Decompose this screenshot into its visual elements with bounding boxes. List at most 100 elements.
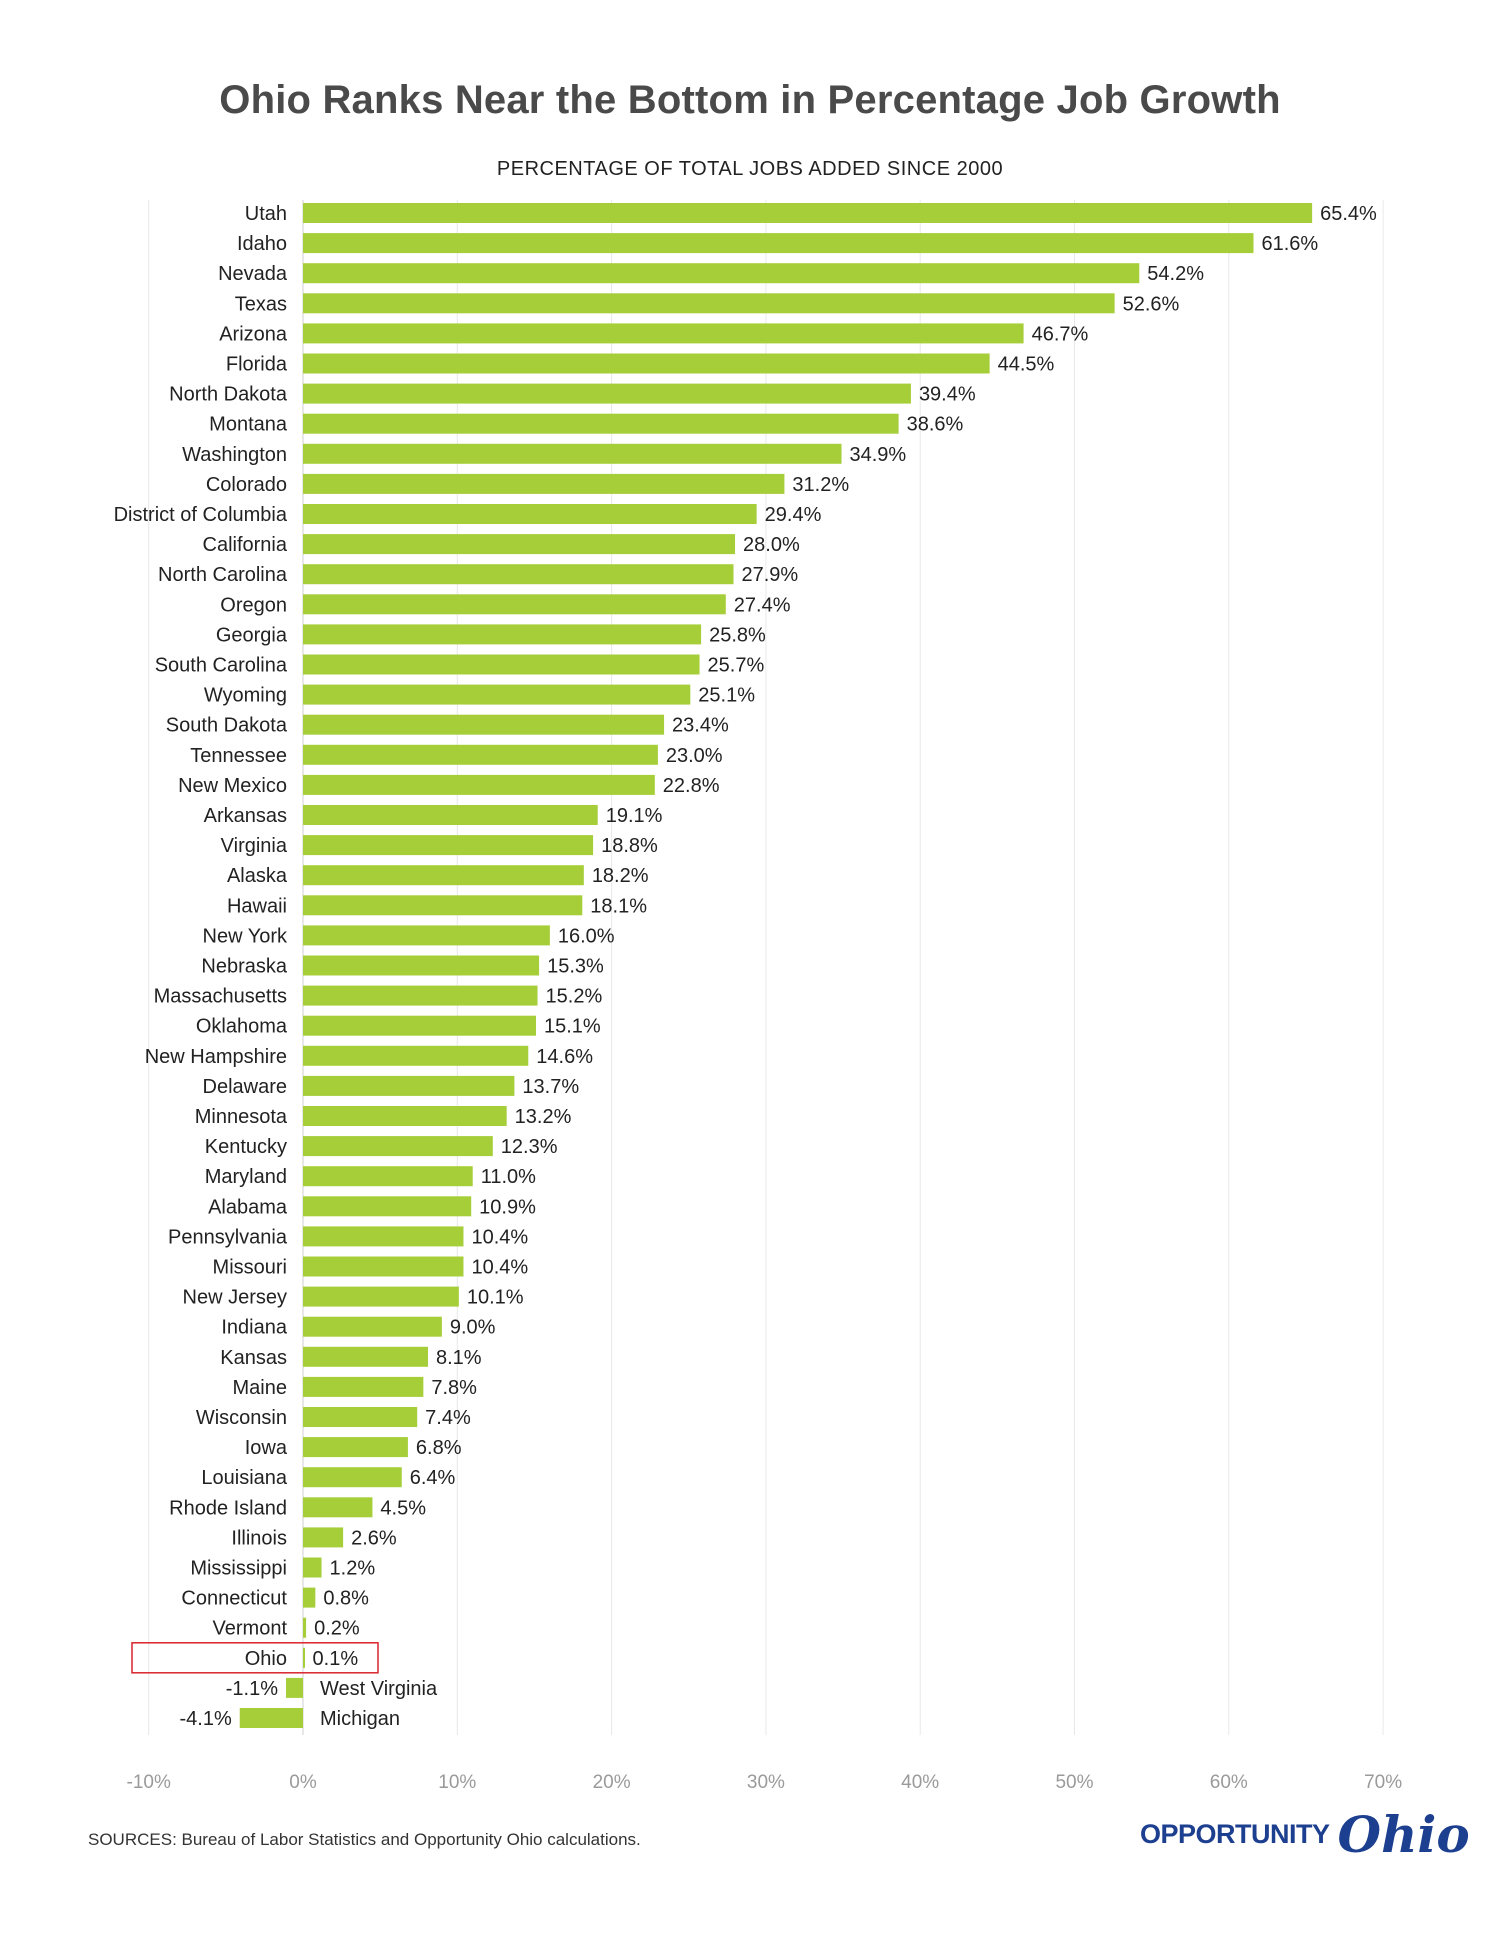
bar <box>303 383 911 404</box>
value-label: 9.0% <box>450 1317 496 1339</box>
category-label: Kentucky <box>205 1136 287 1158</box>
category-label: Arizona <box>219 323 288 345</box>
bar <box>303 1587 316 1608</box>
bar <box>303 323 1024 344</box>
bar <box>303 564 734 585</box>
source-note: SOURCES: Bureau of Labor Statistics and … <box>88 1830 641 1849</box>
category-label: New Mexico <box>178 775 287 797</box>
value-label: 44.5% <box>998 354 1055 376</box>
value-label: -1.1% <box>226 1678 278 1700</box>
value-label: 23.0% <box>666 745 723 767</box>
x-tick-label: -10% <box>127 1772 171 1793</box>
bar <box>303 1136 493 1157</box>
value-label: 7.4% <box>425 1407 471 1429</box>
logo-script: Ohio <box>1337 1804 1470 1864</box>
value-label: 10.4% <box>471 1257 528 1279</box>
bar <box>303 985 538 1006</box>
bar <box>303 1045 529 1066</box>
category-label: Montana <box>209 414 288 436</box>
category-label: Nevada <box>218 263 288 285</box>
category-label: Colorado <box>206 474 287 496</box>
value-label: 46.7% <box>1032 323 1089 345</box>
value-label: 61.6% <box>1261 233 1318 255</box>
bar <box>303 895 583 916</box>
category-label: Florida <box>226 354 288 376</box>
bar-chart: -10% 0% 10% 20% 30% 40% 50% 60% 70% Utah 65.4% Idah… <box>114 200 1402 1793</box>
category-label: Oregon <box>220 594 287 616</box>
bar <box>303 1015 536 1036</box>
bar <box>303 1256 464 1277</box>
category-label: Washington <box>182 444 287 466</box>
value-label: 14.6% <box>536 1046 593 1068</box>
value-label: 54.2% <box>1147 263 1204 285</box>
x-tick-label: 60% <box>1210 1772 1248 1793</box>
bar <box>303 774 655 795</box>
bar <box>303 233 1254 254</box>
bar <box>303 1467 402 1488</box>
bar <box>303 353 990 374</box>
value-label: 38.6% <box>907 414 964 436</box>
category-label: Pennsylvania <box>168 1226 288 1248</box>
x-tick-label: 0% <box>289 1772 317 1793</box>
category-label: Massachusetts <box>154 986 287 1008</box>
bar <box>303 203 1313 223</box>
category-label: Arkansas <box>204 805 287 827</box>
bar <box>303 835 594 856</box>
value-label: 25.1% <box>698 685 755 707</box>
value-label: 29.4% <box>765 504 822 526</box>
value-label: 15.1% <box>544 1016 601 1038</box>
category-label: Alaska <box>227 865 288 887</box>
value-label: 4.5% <box>380 1497 426 1519</box>
x-tick-label: 70% <box>1364 1772 1402 1793</box>
category-label: Iowa <box>245 1437 288 1459</box>
chart-subtitle: PERCENTAGE OF TOTAL JOBS ADDED SINCE 200… <box>496 158 1004 180</box>
value-label: 18.2% <box>592 865 649 887</box>
bar <box>303 865 584 886</box>
value-label: 0.8% <box>323 1588 369 1610</box>
category-label: Illinois <box>231 1527 287 1549</box>
bar <box>303 955 540 976</box>
value-label: 0.1% <box>313 1648 359 1670</box>
opportunity-ohio-logo: OPPORTUNITY Ohio <box>1140 1804 1470 1864</box>
chart-title: Ohio Ranks Near the Bottom in Percentage… <box>219 78 1281 122</box>
value-label: 25.8% <box>709 624 766 646</box>
category-label: Hawaii <box>227 895 287 917</box>
bar <box>303 1196 472 1217</box>
bar <box>303 1075 515 1096</box>
category-label: District of Columbia <box>114 504 288 526</box>
category-label: Maine <box>233 1377 287 1399</box>
value-label: 12.3% <box>501 1136 558 1158</box>
bar <box>303 684 691 705</box>
category-label: Kansas <box>220 1347 287 1369</box>
category-label: Missouri <box>213 1257 287 1279</box>
bar <box>239 1708 303 1728</box>
bar <box>303 263 1140 284</box>
bar <box>303 504 757 524</box>
category-label: New Hampshire <box>145 1046 287 1068</box>
value-label: 13.2% <box>515 1106 572 1128</box>
value-label: 13.7% <box>522 1076 579 1098</box>
bar <box>303 443 842 464</box>
value-label: 15.2% <box>546 986 603 1008</box>
bar <box>303 1316 442 1337</box>
value-label: 15.3% <box>547 956 604 978</box>
value-label: 6.4% <box>410 1467 456 1489</box>
value-label: 19.1% <box>606 805 663 827</box>
category-label: Tennessee <box>190 745 287 767</box>
value-label: 2.6% <box>351 1527 397 1549</box>
value-label: 27.9% <box>741 564 798 586</box>
category-label: Nebraska <box>201 956 287 978</box>
value-label: 8.1% <box>436 1347 482 1369</box>
value-label: 16.0% <box>558 925 615 947</box>
bar <box>303 1346 428 1367</box>
bar <box>303 654 700 675</box>
bar <box>303 413 899 434</box>
category-label: Minnesota <box>195 1106 288 1128</box>
bar <box>303 744 658 765</box>
category-label: Ohio <box>245 1648 287 1670</box>
category-label: Wisconsin <box>196 1407 287 1429</box>
value-label: 34.9% <box>850 444 907 466</box>
value-label: 22.8% <box>663 775 720 797</box>
value-label: 31.2% <box>792 474 849 496</box>
value-label: 0.2% <box>314 1618 360 1640</box>
